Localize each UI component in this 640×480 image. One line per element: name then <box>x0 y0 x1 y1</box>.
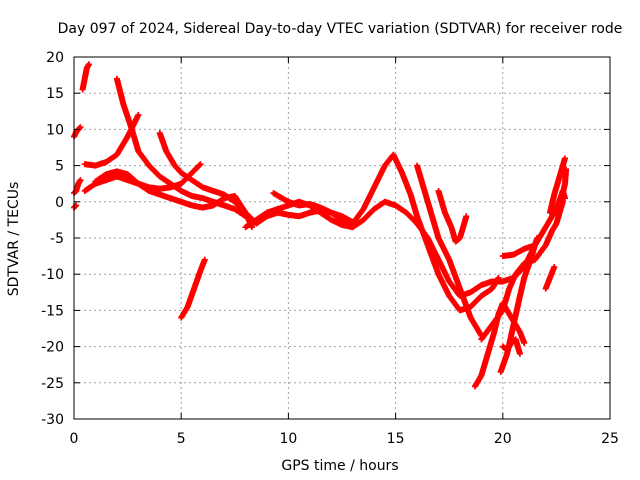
data-point <box>516 350 523 357</box>
series-arc-t <box>542 263 558 292</box>
data-point <box>201 256 208 263</box>
data-point <box>197 161 204 168</box>
data-point <box>563 166 570 173</box>
data-point <box>463 213 470 220</box>
x-tick-label: 25 <box>601 431 619 447</box>
data-point <box>77 177 84 184</box>
y-tick-label: -30 <box>41 412 64 428</box>
x-axis-title: GPS time / hours <box>281 458 398 474</box>
series-arc-c <box>79 61 93 93</box>
y-tick-label: 5 <box>55 159 64 175</box>
data-point <box>534 235 541 241</box>
data-point <box>521 339 528 346</box>
series-arc-v <box>555 166 570 220</box>
x-tick-label: 5 <box>177 431 186 447</box>
y-tick-label: 0 <box>55 195 64 211</box>
series-arc-s <box>499 242 538 260</box>
y-tick-label: 15 <box>46 86 64 102</box>
y-tick-label: -25 <box>41 376 64 392</box>
x-tick-label: 10 <box>279 431 297 447</box>
series-arc-m <box>414 162 485 339</box>
series-arc-g <box>113 75 249 220</box>
series-arc-j <box>178 256 208 321</box>
x-tick-label: 20 <box>494 431 512 447</box>
axis-ticks: 0 5 10 15 20 25 -30 -25 -20 -15 -10 -5 0 5 10 15 20 <box>41 50 619 447</box>
data-point <box>77 124 84 131</box>
series-arc-n <box>435 187 470 245</box>
data-point <box>495 274 502 281</box>
y-tick-label: -15 <box>41 303 64 319</box>
series-arc-e <box>81 111 142 169</box>
data-point <box>551 263 558 270</box>
series-arc-r <box>499 336 523 357</box>
x-tick-label: 15 <box>387 431 405 447</box>
y-tick-label: -20 <box>41 340 64 356</box>
data-points <box>71 61 570 390</box>
y-tick-label: -10 <box>41 267 64 283</box>
y-tick-label: -5 <box>50 231 64 247</box>
data-point <box>531 242 538 249</box>
y-tick-label: 20 <box>46 50 64 66</box>
data-point <box>561 155 568 162</box>
series-arc-a <box>71 177 84 197</box>
x-tick-label: 0 <box>70 431 79 447</box>
y-axis-title: SDTVAR / TECUs <box>6 182 22 297</box>
series-arc-u <box>546 155 568 216</box>
y-tick-label: 10 <box>46 122 64 138</box>
data-point <box>135 111 142 118</box>
chart-title: Day 097 of 2024, Sidereal Day-to-day VTE… <box>58 21 623 37</box>
data-point <box>86 61 93 68</box>
